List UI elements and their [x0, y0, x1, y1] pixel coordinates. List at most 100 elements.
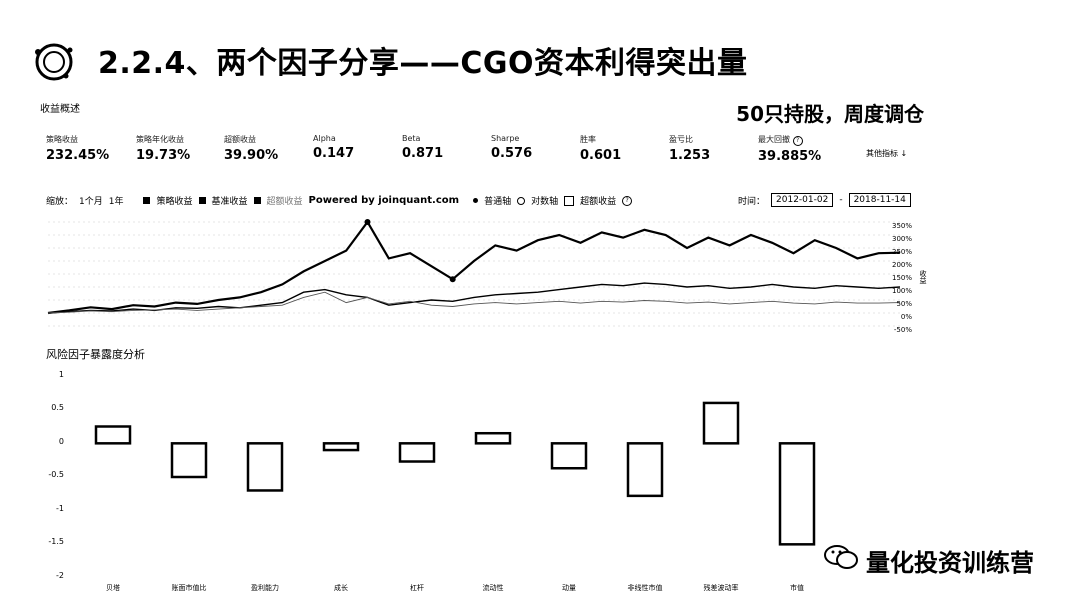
metric-win-rate: 胜率 0.601 [580, 134, 670, 163]
risk-title: 风险因子暴露度分析 [46, 348, 145, 361]
returns-chart[interactable] [40, 214, 910, 334]
risk-bar-chart [94, 401, 816, 546]
metric-alpha: Alpha 0.147 [313, 134, 403, 161]
risk-bar [398, 442, 436, 463]
risk-category-label: 残差波动率 [703, 584, 739, 592]
metric-sharpe: Sharpe 0.576 [491, 134, 581, 161]
zoom-1-year-button[interactable]: 1年 [108, 197, 124, 207]
date-to-input[interactable]: 2018-11-14 [848, 193, 911, 207]
risk-y-tick: 0 [58, 437, 64, 446]
risk-y-tick: -0.5 [48, 470, 64, 479]
legend-excess[interactable]: 超额收益 [266, 197, 303, 207]
risk-category-label: 非线性市值 [627, 584, 663, 592]
benchmark-legend-icon [198, 197, 206, 204]
metric-label: 胜率 [580, 135, 596, 144]
series-line-1 [47, 220, 901, 315]
metric-value: 19.73% [136, 148, 191, 163]
risk-bar [702, 401, 740, 445]
metric-label: Sharpe [491, 134, 520, 143]
series-line-3 [47, 291, 901, 314]
logo-icon [32, 40, 76, 84]
excess-legend-icon [253, 197, 261, 204]
legend-benchmark[interactable]: 基准收益 [211, 197, 248, 207]
log-axis-option[interactable]: 对数轴 [531, 197, 559, 207]
risk-category-label: 成长 [334, 584, 348, 592]
return-tick: 50% [896, 300, 912, 308]
return-tick: 0% [900, 313, 912, 321]
metric-label: 策略年化收益 [136, 135, 184, 144]
checkbox-icon[interactable] [564, 195, 575, 206]
other-metrics-toggle[interactable]: 其他指标 ↓ [866, 149, 908, 158]
normal-axis-option[interactable]: 普通轴 [484, 197, 512, 207]
risk-bar [778, 442, 816, 546]
metric-value: 232.45% [46, 148, 110, 163]
risk-bar [322, 442, 360, 452]
metric-label: Beta [402, 134, 421, 143]
metric-label: Alpha [313, 134, 336, 143]
metric-profit-loss-ratio: 盈亏比 1.253 [669, 134, 759, 163]
metric-excess-return: 超额收益 39.90% [224, 134, 314, 163]
risk-category-label: 流动性 [482, 584, 504, 592]
metric-strategy-return: 策略收益 232.45% [46, 134, 136, 163]
chart-toolbar: 缩放： 1个月 1年 策略收益 基准收益 超额收益 Powered by joi… [46, 194, 633, 207]
metric-label: 策略收益 [46, 135, 78, 144]
metric-value: 1.253 [669, 148, 711, 163]
metric-value: 0.147 [313, 146, 355, 161]
risk-category-label: 贝塔 [106, 584, 120, 592]
return-tick: 250% [891, 248, 912, 256]
legend-strategy[interactable]: 策略收益 [156, 197, 193, 207]
risk-category-label: 杠杆 [410, 584, 424, 592]
return-tick: 300% [891, 235, 912, 243]
risk-y-tick: 1 [58, 370, 64, 379]
help-icon[interactable]: ? [622, 195, 633, 206]
risk-category-label: 动量 [562, 584, 576, 592]
metric-label: 超额收益 [224, 135, 256, 144]
return-tick: 200% [891, 261, 912, 269]
date-from-input[interactable]: 2012-01-02 [771, 193, 834, 207]
powered-by-link[interactable]: Powered by joinquant.com [308, 195, 460, 206]
zoom-1-month-button[interactable]: 1个月 [79, 197, 103, 207]
help-icon[interactable]: ? [792, 136, 803, 146]
excess-return-checkbox-label[interactable]: 超额收益 [580, 197, 617, 207]
date-separator: - [839, 195, 843, 205]
risk-y-tick: 0.5 [51, 403, 64, 412]
risk-bar [474, 431, 512, 445]
zoom-label: 缩放： [46, 197, 74, 207]
metric-value: 39.885% [758, 149, 822, 164]
return-tick: 100% [891, 287, 912, 295]
risk-bar [550, 442, 588, 470]
return-tick: -50% [893, 326, 912, 334]
metric-max-drawdown: 最大回撤 ? 39.885% [758, 134, 848, 164]
metric-label-text: 最大回撤 [758, 135, 790, 144]
series-line-2 [47, 282, 901, 314]
metric-value: 0.576 [491, 146, 533, 161]
risk-bar [626, 442, 664, 498]
risk-y-tick: -2 [56, 571, 64, 580]
radio-icon[interactable] [517, 196, 526, 205]
return-tick: 150% [891, 274, 912, 282]
right-axis-label: 收益 [919, 270, 927, 284]
radio-icon[interactable] [473, 198, 479, 203]
risk-y-tick: -1.5 [48, 537, 64, 546]
risk-y-tick: -1 [56, 504, 64, 513]
slide-subtitle: 50只持股，周度调仓 [736, 102, 924, 126]
risk-category-label: 账面市值比 [171, 584, 207, 592]
risk-bar [170, 442, 208, 479]
slide-title: 2.2.4、两个因子分享——CGO资本利得突出量 [98, 46, 748, 81]
metric-label: 盈亏比 [669, 135, 693, 144]
event-marker [449, 276, 456, 283]
metric-value: 0.871 [402, 146, 444, 161]
risk-category-label: 市值 [790, 584, 804, 592]
metric-label: 最大回撤 ? [758, 134, 848, 146]
return-tick: 350% [891, 222, 912, 230]
risk-bar [94, 425, 132, 445]
metric-annual-return: 策略年化收益 19.73% [136, 134, 226, 163]
metric-beta: Beta 0.871 [402, 134, 492, 161]
watermark-text: 量化投资训练营 [866, 549, 1034, 577]
metric-value: 39.90% [224, 148, 279, 163]
time-label: 时间： [738, 196, 766, 207]
risk-bar [246, 442, 284, 492]
event-marker [364, 219, 371, 225]
metric-value: 0.601 [580, 148, 622, 163]
wechat-icon [824, 544, 858, 570]
